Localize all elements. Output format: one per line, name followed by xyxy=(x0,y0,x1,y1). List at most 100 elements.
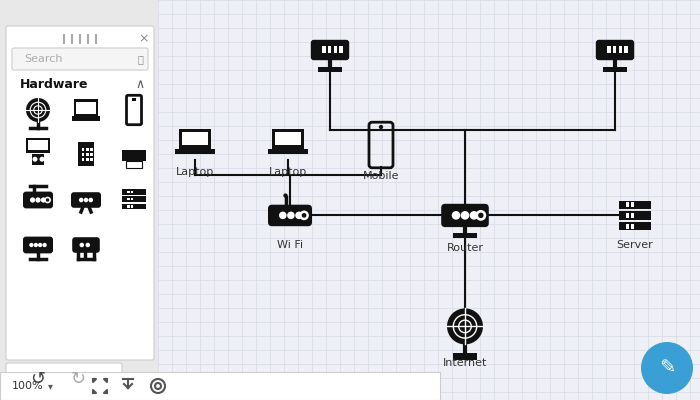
Text: Laptop: Laptop xyxy=(269,167,307,177)
Bar xyxy=(619,211,651,220)
Bar xyxy=(318,67,342,72)
Bar xyxy=(127,205,130,208)
Bar xyxy=(619,201,651,209)
Circle shape xyxy=(26,98,50,122)
Bar xyxy=(71,116,100,121)
Circle shape xyxy=(80,243,84,247)
Circle shape xyxy=(447,308,483,344)
Circle shape xyxy=(43,243,47,247)
Text: Router: Router xyxy=(447,243,484,253)
Bar xyxy=(86,148,89,151)
Circle shape xyxy=(284,193,288,198)
Bar xyxy=(612,46,616,53)
Circle shape xyxy=(478,213,484,218)
Bar xyxy=(175,148,215,154)
Bar xyxy=(328,46,331,53)
Bar xyxy=(631,224,634,228)
Bar xyxy=(619,46,622,53)
Text: ×: × xyxy=(139,32,149,46)
Bar xyxy=(626,213,629,218)
Circle shape xyxy=(44,197,51,203)
Circle shape xyxy=(641,342,693,394)
Bar xyxy=(624,46,628,53)
Bar xyxy=(626,224,629,228)
Bar xyxy=(82,158,85,161)
Circle shape xyxy=(470,211,478,220)
Text: ∧: ∧ xyxy=(135,78,145,90)
FancyBboxPatch shape xyxy=(71,192,101,208)
Bar xyxy=(268,148,308,154)
Bar xyxy=(90,148,93,151)
Bar xyxy=(74,99,98,116)
Circle shape xyxy=(287,212,295,219)
FancyBboxPatch shape xyxy=(23,236,53,254)
Circle shape xyxy=(36,197,41,203)
Bar xyxy=(86,158,89,161)
FancyBboxPatch shape xyxy=(6,26,154,360)
Text: Mobile: Mobile xyxy=(363,171,399,181)
Bar xyxy=(626,202,629,207)
Circle shape xyxy=(475,210,486,221)
Bar xyxy=(178,129,211,149)
Bar xyxy=(322,46,326,53)
Bar xyxy=(32,154,44,165)
Bar xyxy=(275,132,301,145)
Circle shape xyxy=(461,211,469,220)
Bar xyxy=(82,154,85,156)
Bar xyxy=(619,222,651,230)
Text: 100%: 100% xyxy=(12,381,44,391)
Circle shape xyxy=(41,197,46,203)
Circle shape xyxy=(34,243,38,247)
Text: Search: Search xyxy=(24,54,62,64)
Text: ✎: ✎ xyxy=(659,358,676,378)
Circle shape xyxy=(452,211,461,220)
Bar xyxy=(272,129,304,149)
FancyBboxPatch shape xyxy=(23,192,53,208)
Bar xyxy=(82,148,85,151)
Bar xyxy=(131,191,133,193)
Circle shape xyxy=(299,210,309,220)
Circle shape xyxy=(46,198,49,202)
Text: Wi Fi: Wi Fi xyxy=(277,240,303,250)
Circle shape xyxy=(79,198,83,202)
Bar xyxy=(131,205,133,208)
Text: Hardware: Hardware xyxy=(20,78,88,90)
Circle shape xyxy=(29,243,34,247)
Bar xyxy=(454,233,477,238)
Circle shape xyxy=(39,157,45,162)
FancyBboxPatch shape xyxy=(0,372,440,400)
Bar xyxy=(126,143,142,150)
Bar xyxy=(607,46,610,53)
Circle shape xyxy=(85,243,90,247)
Bar xyxy=(122,204,146,209)
Circle shape xyxy=(84,198,88,202)
FancyBboxPatch shape xyxy=(72,237,100,253)
FancyBboxPatch shape xyxy=(596,40,634,60)
Text: Server: Server xyxy=(617,240,653,250)
FancyBboxPatch shape xyxy=(268,205,312,226)
Bar xyxy=(131,198,133,200)
Bar xyxy=(340,46,343,53)
FancyBboxPatch shape xyxy=(311,40,349,60)
Circle shape xyxy=(32,157,38,162)
Bar xyxy=(631,213,634,218)
Text: Laptop: Laptop xyxy=(176,167,214,177)
Bar xyxy=(334,46,337,53)
Bar xyxy=(90,158,93,161)
Bar xyxy=(122,189,146,194)
FancyBboxPatch shape xyxy=(6,363,122,395)
Bar xyxy=(90,154,93,156)
FancyBboxPatch shape xyxy=(441,204,489,227)
Circle shape xyxy=(279,212,286,219)
Bar xyxy=(122,150,146,161)
Circle shape xyxy=(30,197,35,203)
Text: 🔍: 🔍 xyxy=(137,54,143,64)
Bar xyxy=(29,140,48,150)
Bar xyxy=(26,138,50,152)
FancyBboxPatch shape xyxy=(12,48,148,70)
Bar xyxy=(603,67,626,72)
Bar xyxy=(86,154,89,156)
Bar xyxy=(182,132,208,145)
Circle shape xyxy=(88,198,93,202)
Bar xyxy=(454,354,477,360)
